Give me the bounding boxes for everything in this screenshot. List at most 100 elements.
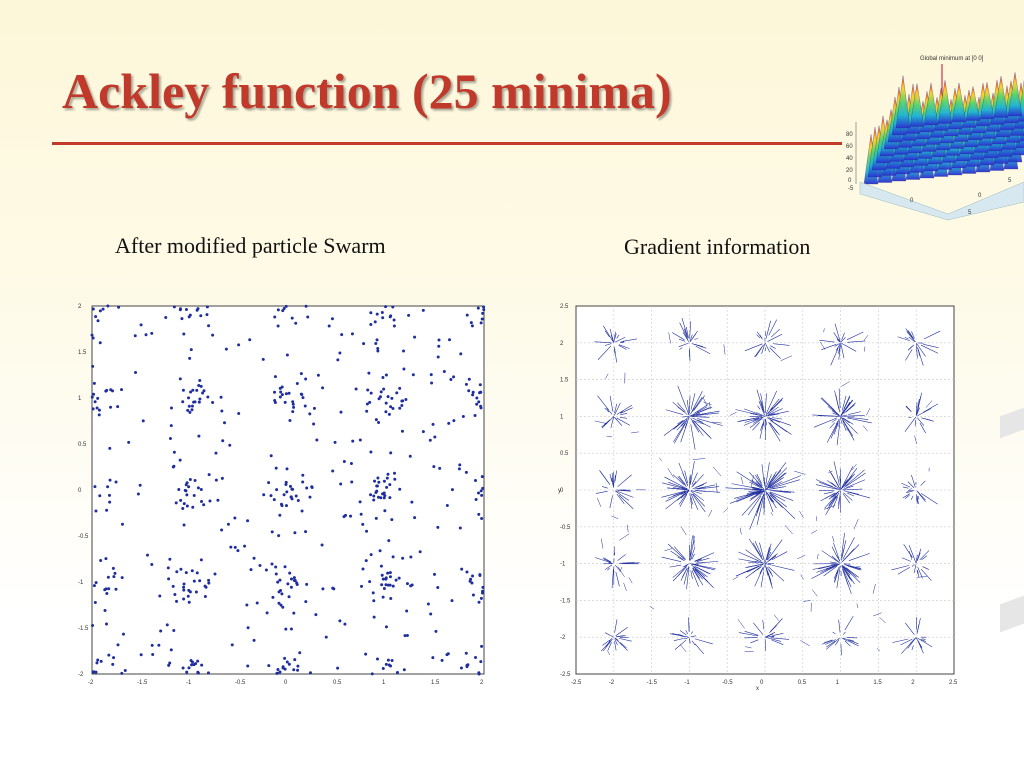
scatter-point (165, 623, 169, 627)
scatter-point (93, 600, 97, 604)
gradient-vector (673, 637, 685, 641)
gradient-vector (768, 417, 792, 426)
ackley-surface-inset: Global minimum at [0 0] 80 60 40 20 0 -5… (846, 56, 1024, 221)
gradient-vector (765, 635, 774, 638)
gradient-vector (841, 332, 845, 341)
scatter-point (445, 504, 449, 508)
gradient-vector (843, 565, 857, 578)
scatter-point (179, 498, 183, 502)
gradient-vector (696, 406, 708, 413)
gradient-vector (692, 484, 704, 490)
gradient-vector (766, 543, 772, 557)
scatter-point (123, 669, 127, 673)
gradient-vector (752, 422, 760, 431)
scatter-point (205, 313, 209, 317)
gradient-vector (831, 410, 841, 417)
gradient-vector (672, 565, 688, 578)
scatter-point (114, 587, 118, 591)
scatter-point (270, 530, 274, 534)
gradient-vector (609, 395, 614, 412)
gradient-vector (851, 464, 857, 471)
gradient-vector (748, 538, 763, 559)
gradient-vector (911, 474, 916, 488)
gradient-vector (830, 491, 839, 498)
scatter-point (109, 388, 113, 392)
gradient-vector (908, 416, 912, 419)
scatter-point (304, 600, 308, 604)
scatter-point (205, 305, 209, 309)
scatter-point (431, 656, 435, 660)
gradient-vector (745, 549, 762, 562)
scatter-point (274, 466, 278, 470)
gradient-vector (911, 331, 915, 339)
gradient-vector (907, 637, 917, 649)
gradient-quiver-plot: -2.5 -2 -1.5 -1 -0.5 0 0.5 1 1.5 2 2.5 2.5 2 1.5 1 0.5 0… (558, 304, 958, 692)
scatter-point (136, 492, 140, 496)
scatter-point (336, 358, 340, 362)
gradient-vector (702, 397, 708, 407)
gradient-vector (916, 407, 920, 415)
gradient-vector (916, 637, 924, 654)
scatter-point (393, 471, 397, 475)
scatter-point (199, 384, 203, 388)
scatter-point (189, 348, 193, 352)
scatter-point (409, 584, 413, 588)
scatter-point (182, 597, 186, 601)
scatter-point (158, 594, 162, 598)
scatter-point (373, 320, 377, 324)
scatter-point (400, 429, 404, 433)
scatter-point (108, 478, 112, 482)
gradient-vector (847, 640, 859, 647)
gradient-vector (769, 398, 780, 411)
scatter-point (112, 656, 116, 660)
scatter-point (171, 584, 175, 588)
gradient-vector (842, 537, 855, 560)
scatter-point (289, 585, 293, 589)
gradient-vector (830, 348, 839, 366)
gradient-vector (681, 317, 688, 335)
scatter-point (308, 495, 312, 499)
gradient-vector (820, 564, 838, 573)
scatter-point (405, 609, 409, 613)
scatter-point (375, 338, 379, 342)
scatter-point (431, 422, 435, 426)
gradient-vector (691, 564, 697, 569)
caption-right: Gradient information (624, 234, 811, 259)
scatter-point (109, 405, 113, 409)
gradient-vector (613, 402, 621, 416)
gradient-vector (925, 400, 933, 408)
scatter-point (405, 582, 409, 586)
inset-floor (859, 181, 1024, 221)
scatter-point (349, 514, 353, 518)
gradient-vector (811, 530, 818, 534)
scatter-point (300, 509, 304, 513)
gradient-vector (769, 474, 776, 484)
gradient-vector (873, 612, 882, 617)
scatter-point (91, 336, 95, 340)
gradient-vector (770, 495, 783, 508)
scatter-point (108, 446, 112, 450)
scatter-point (458, 526, 462, 530)
scatter-point (228, 443, 232, 447)
gradient-vector (607, 642, 612, 651)
scatter-frame (91, 305, 485, 675)
inset-x-tick: 0 (910, 198, 914, 204)
gradient-vector (769, 492, 786, 502)
gradient-vector (842, 544, 860, 562)
gradient-vector (832, 631, 836, 635)
gradient-vector (611, 569, 614, 589)
scatter-point (288, 571, 292, 575)
surface-peak (937, 80, 953, 124)
surface-peak (895, 75, 911, 129)
gradient-vector (757, 566, 762, 570)
scatter-x-tick: 0 (284, 680, 288, 686)
gradient-vector (764, 474, 772, 490)
scatter-point (464, 470, 468, 474)
gradient-vector (697, 419, 703, 423)
scatter-point (106, 485, 110, 489)
scatter-point (292, 611, 296, 615)
inset-z-tick: 60 (846, 144, 853, 150)
scatter-point (282, 493, 286, 497)
scatter-point (280, 592, 284, 596)
scatter-point (103, 588, 107, 592)
